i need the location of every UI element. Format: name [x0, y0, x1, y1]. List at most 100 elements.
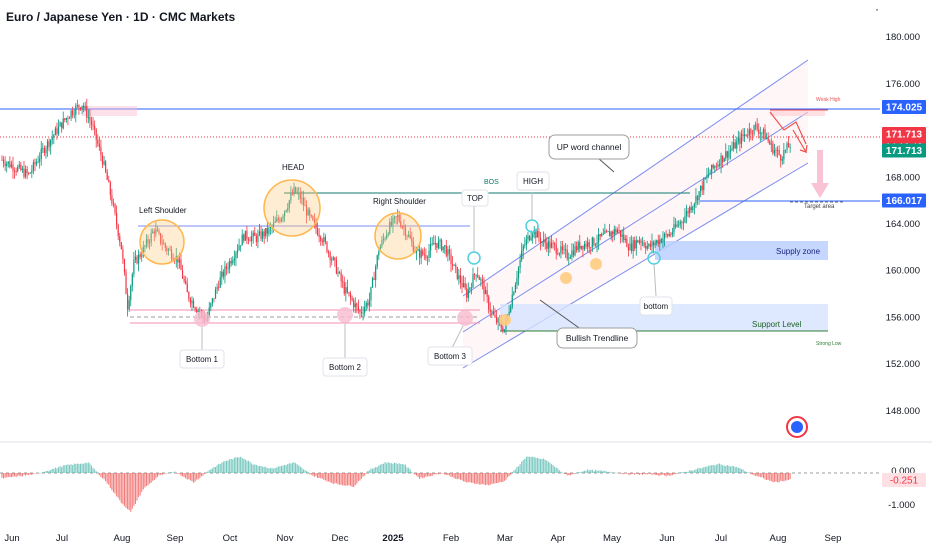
candle	[24, 165, 27, 179]
bottom3-callout-box[interactable]: Bottom 3	[427, 346, 473, 366]
price-badge[interactable]: 174.025	[882, 99, 926, 114]
price-badge[interactable]: 166.017	[882, 193, 926, 208]
candle	[401, 225, 403, 230]
histogram-bar	[83, 463, 85, 473]
candle	[222, 269, 224, 280]
svg-text:166.017: 166.017	[886, 196, 923, 207]
candle	[605, 229, 608, 233]
indicator-axis[interactable]: 0.000 -1.000 -0.251	[882, 466, 926, 511]
histogram-bar	[296, 464, 298, 473]
candle	[169, 245, 171, 251]
price-axis[interactable]: 180.000176.000172.000168.000164.000160.0…	[886, 32, 920, 417]
candle	[62, 111, 64, 130]
right-shoulder-circle[interactable]	[374, 212, 422, 260]
indicator-value-badge[interactable]: -0.251	[882, 473, 926, 487]
histogram-bar	[634, 473, 636, 475]
supply-zone-rect[interactable]	[655, 241, 828, 260]
channel-upper-line[interactable]	[462, 59, 809, 297]
trend-touch-3[interactable]	[590, 258, 602, 270]
histogram-bar	[550, 464, 553, 473]
candle	[549, 237, 551, 254]
candle	[700, 185, 702, 198]
high-callout-box[interactable]: HIGH	[516, 171, 550, 191]
candle	[61, 122, 63, 133]
candle	[461, 276, 463, 293]
candle	[786, 141, 788, 154]
trend-touch-1[interactable]	[499, 314, 511, 326]
candle	[227, 261, 229, 274]
histogram-bar	[208, 470, 210, 473]
weak-high-label[interactable]: Weak High	[816, 97, 841, 103]
candle	[249, 236, 251, 242]
candle	[1, 155, 3, 161]
price-badge[interactable]: 171.713	[882, 143, 926, 158]
histogram-bar	[561, 472, 564, 474]
support-level-label[interactable]: Support Level	[752, 320, 802, 329]
candle	[587, 237, 589, 252]
channel-lower-line[interactable]	[462, 162, 809, 369]
right-shoulder-label[interactable]: Right Shoulder	[373, 197, 426, 206]
top-callout-box[interactable]: TOP	[461, 189, 489, 207]
histogram-bar	[489, 473, 491, 485]
up-channel-callout-box[interactable]: UP word channel	[548, 134, 630, 160]
candle	[437, 236, 440, 250]
histogram-bar	[580, 472, 582, 473]
head-label[interactable]: HEAD	[282, 163, 304, 172]
strong-low-label[interactable]: Strong Low	[816, 341, 842, 347]
candle	[53, 134, 55, 144]
histogram-bar	[707, 465, 710, 473]
left-shoulder-circle[interactable]	[139, 219, 185, 265]
head-circle[interactable]	[263, 179, 321, 237]
channel-middle-line[interactable]	[462, 111, 809, 333]
histogram-bar	[392, 463, 394, 473]
candle	[76, 99, 78, 109]
histogram-bar	[72, 465, 74, 473]
histogram-bar	[222, 461, 224, 473]
bullish-trendline-callout-box[interactable]: Bullish Trendline	[556, 327, 638, 349]
trend-touch-2[interactable]	[560, 272, 572, 284]
target-area-label[interactable]: Target area	[804, 204, 835, 210]
histogram-bar	[233, 457, 235, 473]
left-shoulder-label[interactable]: Left Shoulder	[139, 206, 187, 215]
bottom2-marker[interactable]	[337, 307, 353, 323]
chart-title[interactable]: Euro / Japanese Yen · 1D · CMC Markets	[6, 10, 236, 24]
histogram-bar	[516, 466, 518, 473]
histogram-bar	[406, 467, 408, 473]
candle	[513, 291, 515, 296]
bottom-callout-box[interactable]: bottom	[639, 296, 673, 316]
indicator-tick-zero: 0.000	[891, 466, 915, 477]
candle	[640, 238, 642, 251]
histogram-bar	[456, 473, 458, 480]
bottom2-callout-box[interactable]: Bottom 2	[322, 357, 368, 377]
bottom1-callout-box[interactable]: Bottom 1	[179, 349, 225, 369]
candle	[84, 101, 86, 112]
histogram-bar	[590, 469, 592, 473]
weak-high-box[interactable]	[770, 110, 825, 116]
candle	[373, 271, 375, 281]
candle	[707, 167, 710, 179]
indicator-histogram[interactable]	[1, 456, 791, 512]
time-axis[interactable]: Jun Jul Aug Sep Oct Nov Dec 2025 Feb Mar Apr May Jun…	[4, 533, 841, 544]
candle	[580, 245, 582, 251]
candle	[218, 280, 220, 291]
histogram-bar	[230, 458, 232, 473]
bos-label[interactable]: BOS	[484, 179, 499, 186]
histogram-bar	[538, 458, 540, 473]
histogram-bar	[557, 468, 559, 473]
histogram-bar	[729, 466, 732, 473]
candle	[156, 226, 159, 232]
bottom1-marker[interactable]	[194, 311, 210, 327]
candle	[246, 226, 248, 245]
bottom3-marker[interactable]	[457, 310, 473, 326]
histogram-bar	[784, 473, 786, 481]
histogram-bar	[778, 473, 780, 483]
histogram-bar	[269, 468, 272, 473]
histogram-bar	[398, 463, 400, 473]
up-channel-fill	[463, 60, 808, 368]
supply-zone-label[interactable]: Supply zone	[776, 247, 821, 256]
more-menu-icon[interactable]: ·	[875, 2, 879, 16]
histogram-bar	[414, 473, 416, 475]
histogram-bar	[783, 473, 785, 482]
histogram-bar	[321, 473, 323, 479]
